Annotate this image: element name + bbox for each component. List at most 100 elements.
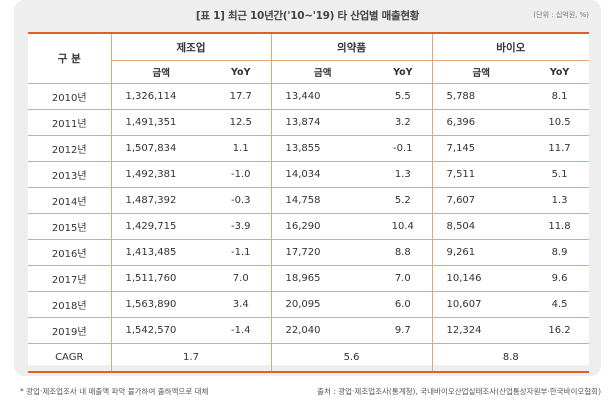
bio-amount-cell: 6,396	[431, 109, 531, 136]
pharma-amount-cell: 18,965	[270, 265, 375, 292]
subheader-amount: 금액	[110, 60, 211, 84]
cagr-mfg-cell: 1.7	[110, 343, 272, 373]
table-row: 2018년 1,563,890 3.4 20,095 6.0 10,607 4.…	[28, 291, 590, 318]
year-cell: 2017년	[28, 265, 111, 292]
mfg-amount-cell: 1,511,760	[110, 265, 211, 292]
pharma-amount-cell: 20,095	[270, 291, 375, 318]
mfg-yoy-cell: -1.4	[211, 317, 272, 344]
mfg-yoy-cell: 17.7	[211, 83, 272, 110]
year-cell: 2013년	[28, 161, 111, 188]
pharma-yoy-cell: 8.8	[374, 239, 433, 266]
mfg-yoy-cell: -1.1	[211, 239, 272, 266]
year-cell: 2015년	[28, 213, 111, 240]
mfg-amount-cell: 1,563,890	[110, 291, 211, 318]
pharma-yoy-cell: 10.4	[374, 213, 433, 240]
mfg-yoy-cell: 3.4	[211, 291, 272, 318]
bio-amount-cell: 10,607	[431, 291, 531, 318]
table-row: 2011년 1,491,351 12.5 13,874 3.2 6,396 10…	[28, 109, 590, 136]
bio-yoy-cell: 11.7	[530, 135, 590, 162]
footnote: * 광업·제조업조사 내 매출액 파악 불가하여 출하액으로 대체	[20, 387, 209, 396]
pharma-yoy-cell: 5.2	[374, 187, 433, 214]
table-row: 2010년 1,326,114 17.7 13,440 5.5 5,788 8.…	[28, 83, 590, 110]
mfg-yoy-cell: 7.0	[211, 265, 272, 292]
pharma-amount-cell: 14,758	[270, 187, 375, 214]
pharma-amount-cell: 14,034	[270, 161, 375, 188]
subheader-amount: 금액	[431, 60, 531, 84]
bio-yoy-cell: 8.1	[530, 83, 590, 110]
mfg-amount-cell: 1,487,392	[110, 187, 211, 214]
bio-amount-cell: 7,607	[431, 187, 531, 214]
mfg-amount-cell: 1,326,114	[110, 83, 211, 110]
pharma-yoy-cell: 5.5	[374, 83, 433, 110]
mfg-yoy-cell: 1.1	[211, 135, 272, 162]
pharma-amount-cell: 22,040	[270, 317, 375, 344]
header-row-groups: 구 분 제조업 의약품 바이오	[28, 32, 590, 84]
bio-yoy-cell: 4.5	[530, 291, 590, 318]
bio-amount-cell: 7,511	[431, 161, 531, 188]
cagr-label: CAGR	[28, 343, 111, 373]
mfg-amount-cell: 1,542,570	[110, 317, 211, 344]
table-wrapper: 구 분 제조업 의약품 바이오 금액 YoY 금액 YoY 금액 YoY 201…	[28, 32, 590, 373]
header-row-subcolumns: 금액 YoY 금액 YoY 금액 YoY	[28, 60, 590, 84]
bio-yoy-cell: 5.1	[530, 161, 590, 188]
mfg-yoy-cell: -0.3	[211, 187, 272, 214]
bio-amount-cell: 9,261	[431, 239, 531, 266]
cagr-pharma-cell: 5.6	[270, 343, 433, 373]
year-cell: 2011년	[28, 109, 111, 136]
pharma-yoy-cell: -0.1	[374, 135, 433, 162]
year-cell: 2012년	[28, 135, 111, 162]
mfg-amount-cell: 1,492,381	[110, 161, 211, 188]
table-row: 2013년 1,492,381 -1.0 14,034 1.3 7,511 5.…	[28, 161, 590, 188]
bio-amount-cell: 10,146	[431, 265, 531, 292]
bio-yoy-cell: 8.9	[530, 239, 590, 266]
pharma-yoy-cell: 1.3	[374, 161, 433, 188]
bio-amount-cell: 7,145	[431, 135, 531, 162]
bio-yoy-cell: 11.8	[530, 213, 590, 240]
unit-label: (단위 : 십억원, %)	[533, 11, 589, 19]
subheader-yoy: YoY	[211, 60, 272, 84]
mfg-yoy-cell: 12.5	[211, 109, 272, 136]
table-row: 2019년 1,542,570 -1.4 22,040 9.7 12,324 1…	[28, 317, 590, 344]
year-cell: 2016년	[28, 239, 111, 266]
year-cell: 2018년	[28, 291, 111, 318]
table-row: 2014년 1,487,392 -0.3 14,758 5.2 7,607 1.…	[28, 187, 590, 214]
cagr-row: CAGR 1.7 5.6 8.8	[28, 343, 590, 373]
cagr-bio-cell: 8.8	[431, 343, 590, 373]
mfg-amount-cell: 1,491,351	[110, 109, 211, 136]
year-cell: 2010년	[28, 83, 111, 110]
table-row: 2015년 1,429,715 -3.9 16,290 10.4 8,504 1…	[28, 213, 590, 240]
mfg-yoy-cell: -1.0	[211, 161, 272, 188]
source-note: 출처 : 광업·제조업조사(통계청), 국내바이오산업실태조사(산업통상자원부·…	[317, 387, 601, 396]
pharma-yoy-cell: 6.0	[374, 291, 433, 318]
year-header: 구 분	[28, 32, 111, 84]
bio-yoy-cell: 16.2	[530, 317, 590, 344]
subheader-yoy: YoY	[530, 60, 590, 84]
subheader-yoy: YoY	[374, 60, 433, 84]
year-cell: 2019년	[28, 317, 111, 344]
bio-yoy-cell: 10.5	[530, 109, 590, 136]
mfg-amount-cell: 1,429,715	[110, 213, 211, 240]
pharma-yoy-cell: 9.7	[374, 317, 433, 344]
pharma-amount-cell: 16,290	[270, 213, 375, 240]
pharma-amount-cell: 17,720	[270, 239, 375, 266]
group-header-manufacturing: 제조업	[110, 32, 272, 61]
bio-yoy-cell: 1.3	[530, 187, 590, 214]
pharma-amount-cell: 13,874	[270, 109, 375, 136]
table-row: 2012년 1,507,834 1.1 13,855 -0.1 7,145 11…	[28, 135, 590, 162]
table-row: 2017년 1,511,760 7.0 18,965 7.0 10,146 9.…	[28, 265, 590, 292]
group-header-bio: 바이오	[431, 32, 590, 61]
pharma-amount-cell: 13,440	[270, 83, 375, 110]
pharma-yoy-cell: 7.0	[374, 265, 433, 292]
bio-yoy-cell: 9.6	[530, 265, 590, 292]
table-row: 2016년 1,413,485 -1.1 17,720 8.8 9,261 8.…	[28, 239, 590, 266]
table-title: [표 1] 최근 10년간('10~'19) 타 산업별 매출현황	[195, 10, 420, 22]
bio-amount-cell: 5,788	[431, 83, 531, 110]
mfg-yoy-cell: -3.9	[211, 213, 272, 240]
table-panel: [표 1] 최근 10년간('10~'19) 타 산업별 매출현황 (단위 : …	[14, 0, 601, 376]
subheader-amount: 금액	[270, 60, 375, 84]
pharma-yoy-cell: 3.2	[374, 109, 433, 136]
pharma-amount-cell: 13,855	[270, 135, 375, 162]
group-header-pharma: 의약품	[270, 32, 433, 61]
mfg-amount-cell: 1,413,485	[110, 239, 211, 266]
bio-amount-cell: 8,504	[431, 213, 531, 240]
